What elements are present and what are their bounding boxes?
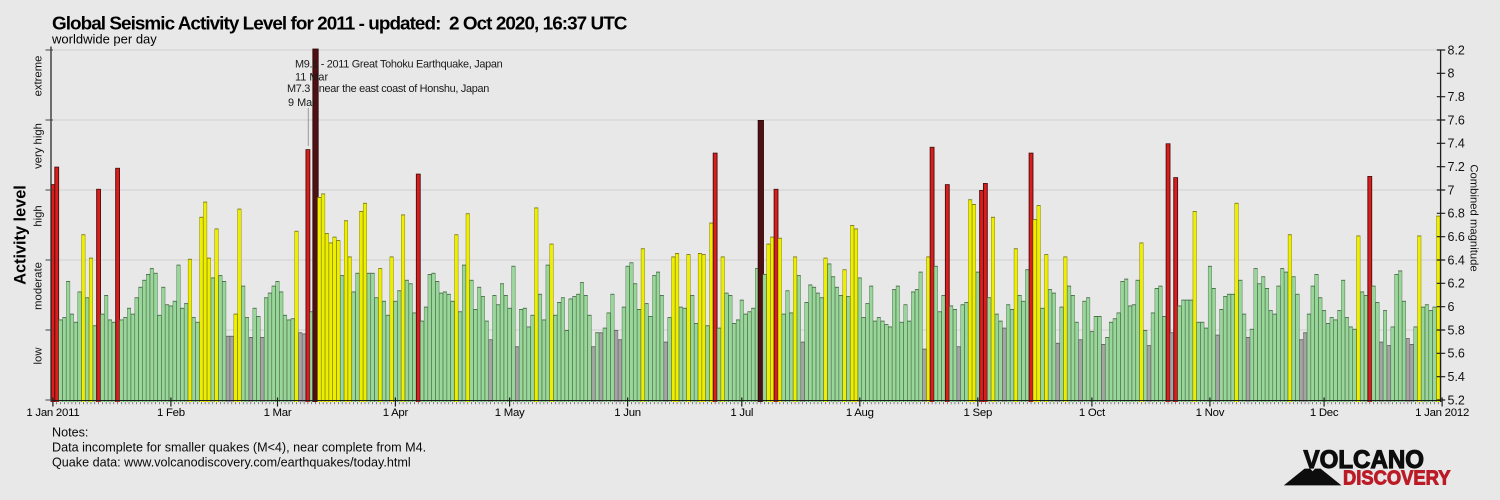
svg-text:Quake data: www.volcanodiscove: Quake data: www.volcanodiscovery.com/ear… <box>52 456 411 470</box>
svg-text:5.6: 5.6 <box>1448 347 1465 361</box>
svg-text:6.2: 6.2 <box>1448 277 1465 291</box>
svg-text:1 Mar: 1 Mar <box>264 407 292 419</box>
svg-text:8.2: 8.2 <box>1448 43 1465 57</box>
svg-text:very high: very high <box>33 123 45 169</box>
svg-text:high: high <box>33 205 45 226</box>
svg-text:5.4: 5.4 <box>1448 370 1465 384</box>
svg-text:6.4: 6.4 <box>1448 253 1465 267</box>
svg-text:1 Dec: 1 Dec <box>1310 407 1339 419</box>
svg-text:low: low <box>33 347 45 365</box>
svg-text:Global Seismic Activity Level: Global Seismic Activity Level for 2011 -… <box>52 13 628 34</box>
svg-text:Notes:: Notes: <box>52 426 88 440</box>
svg-text:6: 6 <box>1448 300 1455 314</box>
svg-text:1 Feb: 1 Feb <box>157 407 185 419</box>
svg-text:VOLCANO: VOLCANO <box>1304 446 1425 474</box>
svg-text:1 Apr: 1 Apr <box>383 407 409 419</box>
svg-text:7.8: 7.8 <box>1448 90 1465 104</box>
svg-text:1 Nov: 1 Nov <box>1196 407 1225 419</box>
svg-text:worldwide per day: worldwide per day <box>51 32 157 47</box>
svg-text:7.4: 7.4 <box>1448 137 1465 151</box>
svg-text:7: 7 <box>1448 183 1455 197</box>
svg-text:9 Mar: 9 Mar <box>288 97 316 109</box>
svg-text:Data incomplete for smaller qu: Data incomplete for smaller quakes (M<4)… <box>52 441 426 455</box>
svg-text:1 Sep: 1 Sep <box>964 407 993 419</box>
svg-text:11 Mar: 11 Mar <box>295 72 328 84</box>
svg-text:1 May: 1 May <box>495 407 525 419</box>
svg-text:moderate: moderate <box>33 262 45 310</box>
svg-text:1 Jul: 1 Jul <box>730 407 753 419</box>
svg-text:1 Jan 2012: 1 Jan 2012 <box>1415 407 1469 419</box>
svg-text:5.8: 5.8 <box>1448 323 1465 337</box>
svg-text:Combined magnitude: Combined magnitude <box>1468 164 1480 271</box>
svg-text:1 Jan 2011: 1 Jan 2011 <box>26 407 79 419</box>
svg-text:M9.1 - 2011 Great Tohoku Earth: M9.1 - 2011 Great Tohoku Earthquake, Jap… <box>295 59 503 71</box>
svg-text:6.8: 6.8 <box>1448 207 1465 221</box>
svg-text:M7.3 - near the east coast of: M7.3 - near the east coast of Honshu, Ja… <box>287 83 489 95</box>
svg-text:6.6: 6.6 <box>1448 230 1465 244</box>
svg-text:1 Oct: 1 Oct <box>1079 407 1106 419</box>
svg-text:DISCOVERY: DISCOVERY <box>1343 467 1451 490</box>
svg-text:extreme: extreme <box>33 56 45 97</box>
svg-text:1 Jun: 1 Jun <box>614 407 641 419</box>
svg-text:Activity level: Activity level <box>12 185 30 285</box>
svg-text:8: 8 <box>1448 67 1455 81</box>
svg-text:7.6: 7.6 <box>1448 113 1465 127</box>
svg-text:1 Aug: 1 Aug <box>846 407 874 419</box>
svg-text:5.2: 5.2 <box>1448 393 1465 407</box>
svg-text:7.2: 7.2 <box>1448 160 1465 174</box>
